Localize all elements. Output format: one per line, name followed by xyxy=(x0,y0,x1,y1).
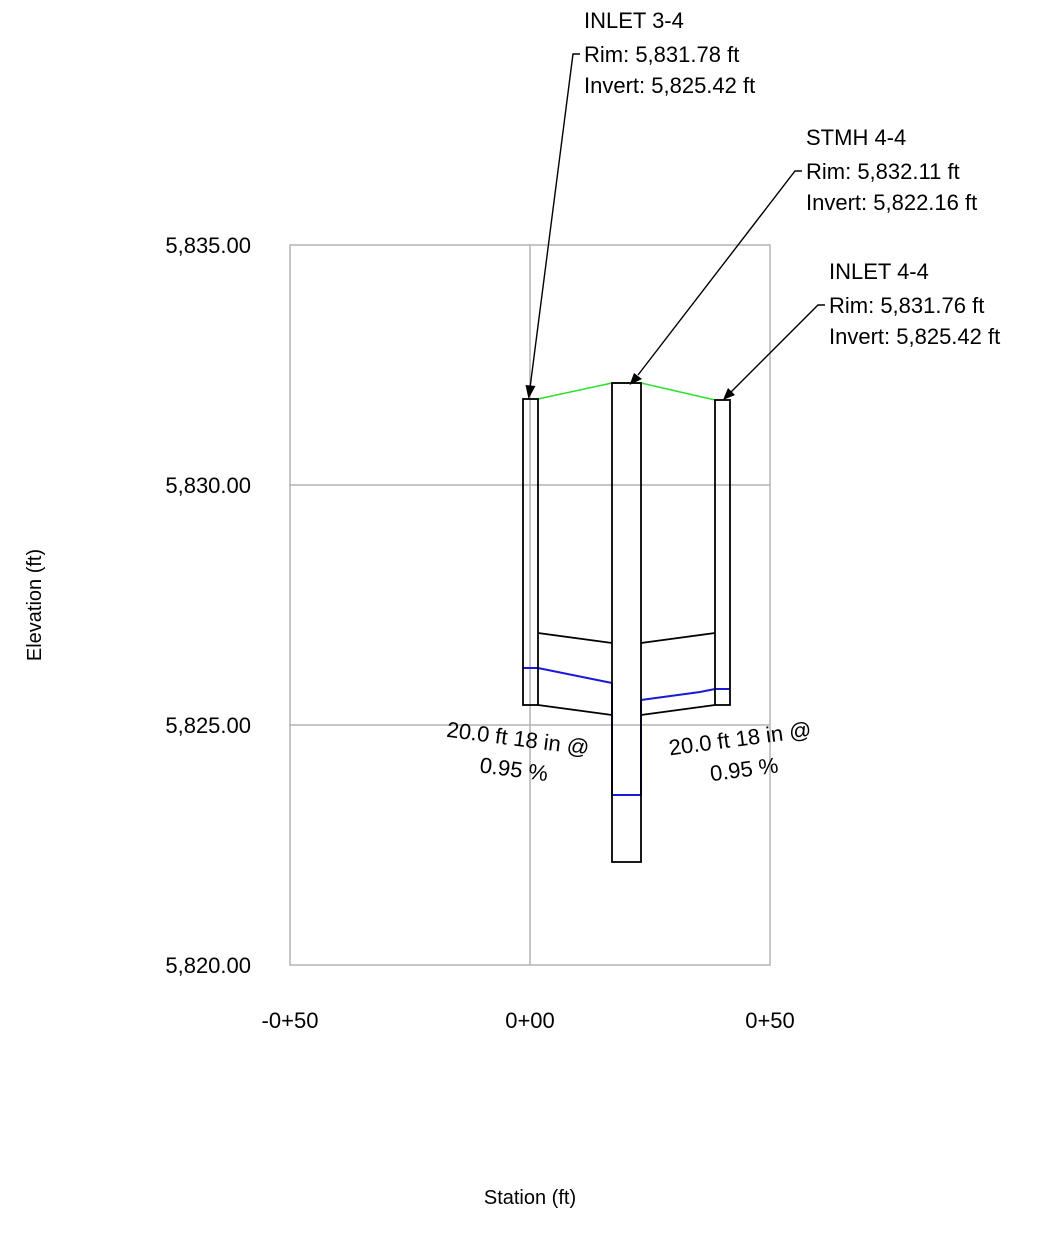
callout-inlet-3-4: INLET 3-4 Rim: 5,831.78 ft Invert: 5,825… xyxy=(584,8,755,98)
structure-rim: Rim: 5,831.78 ft xyxy=(584,42,739,67)
callout-arrowheads xyxy=(525,373,735,400)
leader-inlet-3-4 xyxy=(529,53,580,389)
callout-inlet-4-4: INLET 4-4 Rim: 5,831.76 ft Invert: 5,825… xyxy=(829,259,1000,349)
structure-name: INLET 4-4 xyxy=(829,259,929,284)
y-tick-label: 5,820.00 xyxy=(165,953,251,978)
structure-invert: Invert: 5,825.42 ft xyxy=(584,73,755,98)
structure-invert: Invert: 5,825.42 ft xyxy=(829,324,1000,349)
callout-leaders xyxy=(529,53,825,393)
structure-stmh-4-4[interactable] xyxy=(611,382,642,863)
pipe-label-line1: 20.0 ft 18 in @ xyxy=(445,717,590,761)
pipe-label-line2: 0.95 % xyxy=(478,752,549,786)
pipes xyxy=(537,632,716,716)
plot-grid xyxy=(289,244,771,966)
y-tick-label: 5,830.00 xyxy=(165,473,251,498)
y-axis-title: Elevation (ft) xyxy=(24,549,46,661)
arrowhead-icon xyxy=(723,388,735,400)
structure-name: STMH 4-4 xyxy=(806,125,906,150)
pipe-left-crown xyxy=(537,632,613,644)
arrowhead-icon xyxy=(525,385,536,399)
callout-stmh-4-4: STMH 4-4 Rim: 5,832.11 ft Invert: 5,822.… xyxy=(806,125,977,215)
hgl-stmh-4-4 xyxy=(611,683,642,796)
leader-inlet-4-4 xyxy=(730,304,825,393)
structure-inlet-4-4[interactable] xyxy=(714,399,731,706)
leader-stmh-4-4 xyxy=(637,170,802,376)
y-tick-label: 5,835.00 xyxy=(165,233,251,258)
pipe-label-line2: 0.95 % xyxy=(708,752,779,786)
pipe-right-crown xyxy=(640,632,716,644)
ground-line xyxy=(537,382,716,401)
arrowhead-icon xyxy=(629,373,642,385)
hgl-inlet-4-4 xyxy=(640,688,730,701)
y-tick-label: 5,825.00 xyxy=(165,713,251,738)
structure-invert: Invert: 5,822.16 ft xyxy=(806,190,977,215)
x-tick-label: 0+00 xyxy=(505,1008,555,1033)
y-axis: 5,835.00 5,830.00 5,825.00 5,820.00 xyxy=(165,233,251,978)
structure-rim: Rim: 5,832.11 ft xyxy=(806,159,960,184)
x-axis-title: Station (ft) xyxy=(484,1187,576,1209)
structure-inlet-3-4[interactable] xyxy=(522,398,539,706)
structure-rim: Rim: 5,831.76 ft xyxy=(829,293,984,318)
structures xyxy=(522,382,731,863)
hgl-inlet-3-4 xyxy=(523,667,613,684)
structure-name: INLET 3-4 xyxy=(584,8,684,33)
pipe-left-invert xyxy=(537,704,613,716)
pipe-right-invert xyxy=(640,704,716,716)
pipe-label-right: 20.0 ft 18 in @ 0.95 % xyxy=(667,717,812,786)
x-tick-label: 0+50 xyxy=(745,1008,795,1033)
x-axis: -0+50 0+00 0+50 xyxy=(262,1008,795,1033)
pipe-label-line1: 20.0 ft 18 in @ xyxy=(667,717,812,761)
pipe-label-left: 20.0 ft 18 in @ 0.95 % xyxy=(445,717,590,786)
x-tick-label: -0+50 xyxy=(262,1008,319,1033)
